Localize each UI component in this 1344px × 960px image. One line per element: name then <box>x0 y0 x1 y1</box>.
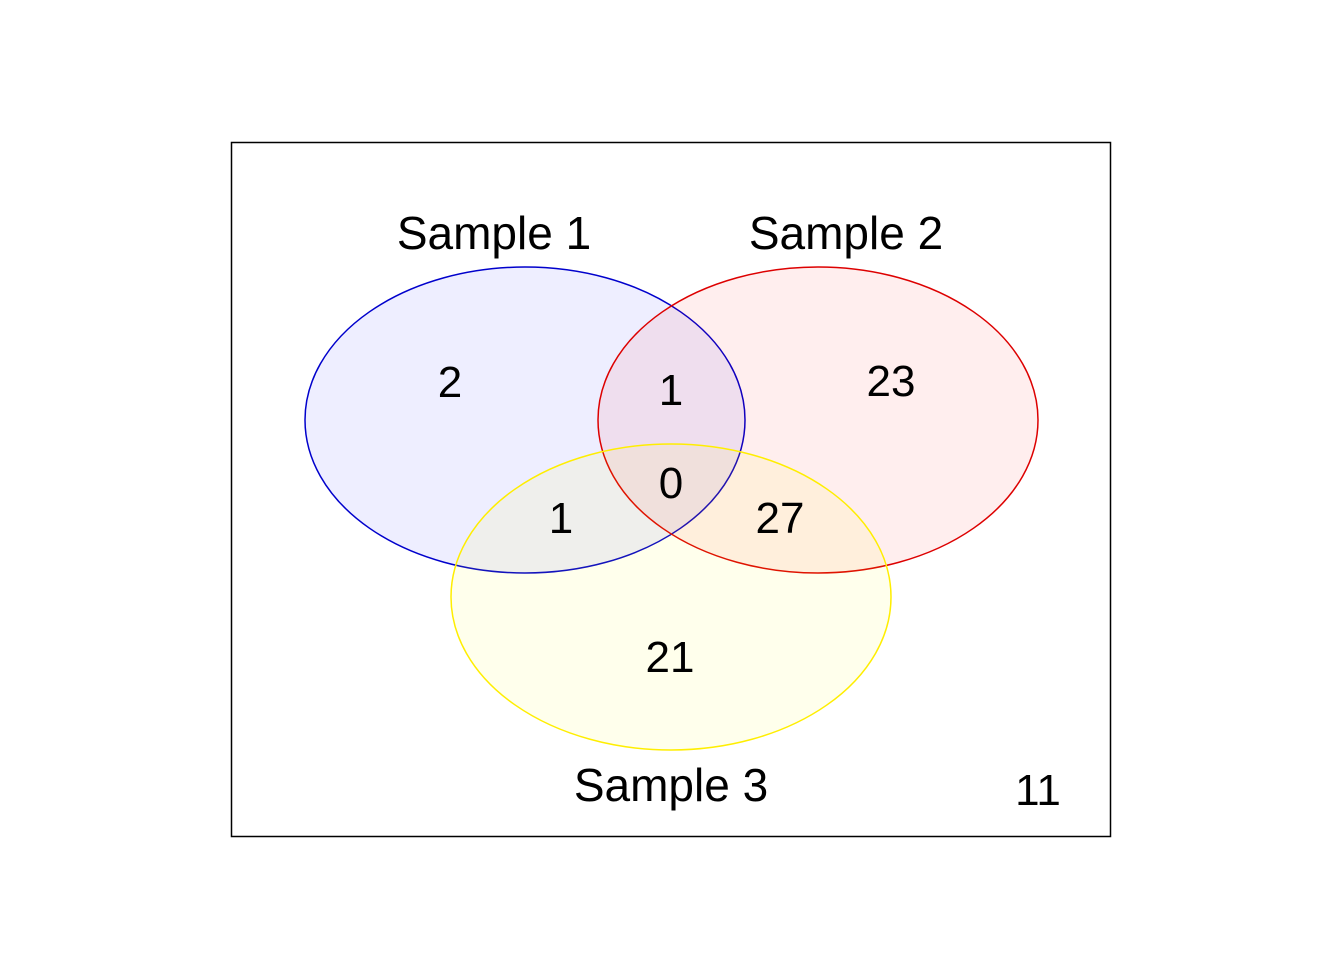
set-1-label: Sample 1 <box>397 207 591 259</box>
region-1-3-count: 1 <box>549 494 573 543</box>
region-only-3-count: 21 <box>646 633 695 682</box>
region-only-1-count: 2 <box>438 358 462 407</box>
set-2-label: Sample 2 <box>749 207 943 259</box>
region-2-3-count: 27 <box>756 494 805 543</box>
universe-frame <box>230 141 1112 838</box>
set-1-ellipse <box>304 266 746 574</box>
set-3-label: Sample 3 <box>574 759 768 811</box>
region-outside-count: 11 <box>1015 766 1061 815</box>
region-1-2-count: 1 <box>659 366 683 415</box>
set-3-ellipse <box>450 443 892 751</box>
region-only-2-count: 23 <box>867 357 916 406</box>
region-all-three-count: 0 <box>659 459 683 508</box>
set-2-ellipse <box>597 266 1039 574</box>
